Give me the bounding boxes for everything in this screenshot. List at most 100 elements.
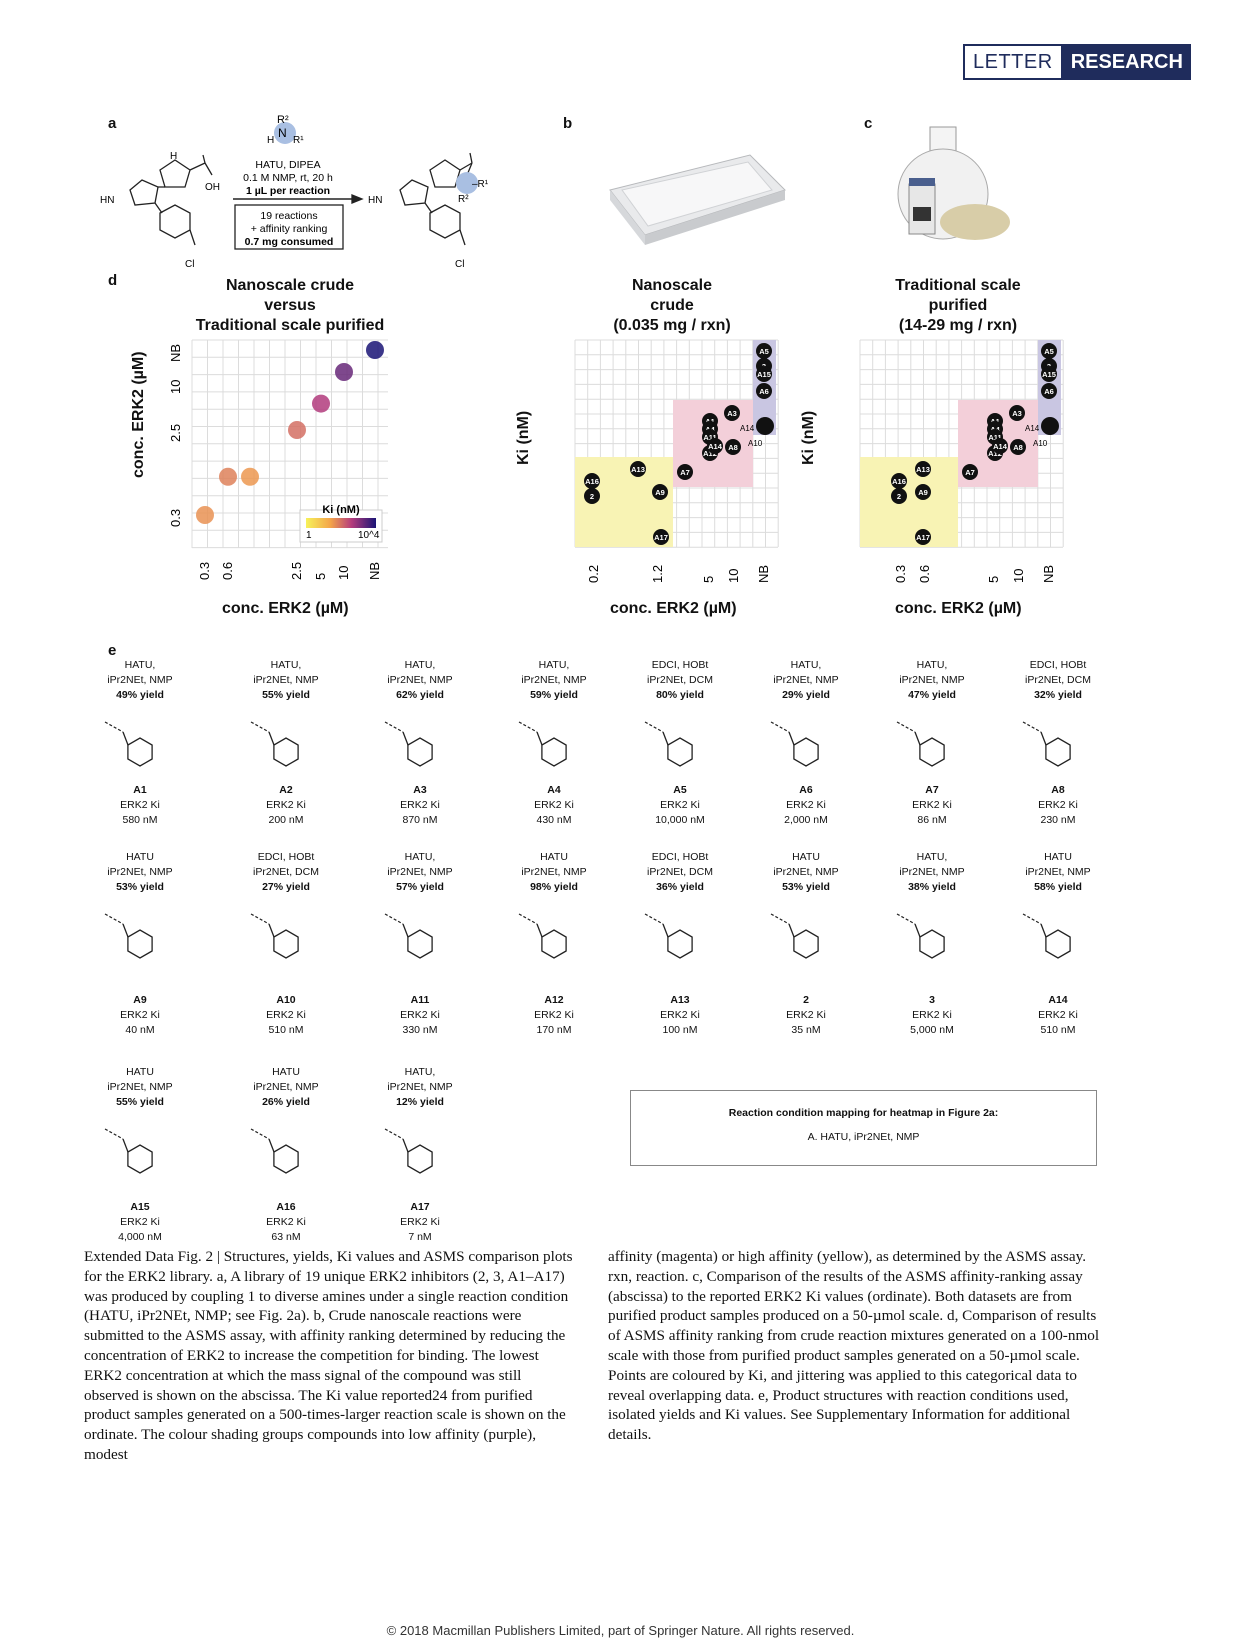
plot-b-ytick: 35 — [560, 491, 561, 505]
plot-b-point: A5 — [756, 343, 772, 359]
plot-c-ytick: 870 — [845, 402, 846, 424]
plot-b-point: A17 — [653, 529, 669, 545]
compound-conditions: HATU, iPr2NEt, NMP 62% yield — [387, 659, 453, 701]
svg-text:Cl: Cl — [455, 259, 464, 270]
compound-ki: A12 ERK2 Ki 170 nM — [534, 994, 574, 1036]
plot-c-point: A3 — [1009, 405, 1025, 421]
plot-d-xtick: 5 — [313, 573, 328, 580]
compound-conditions: EDCI, HOBt iPr2NEt, DCM 36% yield — [647, 851, 713, 893]
plot-d-ytick: NB — [168, 344, 183, 362]
plot-b-xtick: 0.2 — [586, 565, 601, 583]
plot-b: A53A15A6A3A1A4A11A12A14A8A13A7A162A9A17A… — [560, 339, 779, 583]
svg-text:A13: A13 — [631, 465, 645, 474]
plot-b-point: A15 — [756, 366, 772, 382]
compound-structure — [104, 913, 153, 959]
mapping-box: Reaction condition mapping for heatmap i… — [630, 1090, 1097, 1166]
svg-text:A11: A11 — [703, 433, 716, 442]
svg-text:A5: A5 — [1044, 347, 1054, 356]
box-line2: + affinity ranking — [251, 223, 328, 235]
plot-d-ylabel: conc. ERK2 (µM) — [130, 351, 147, 478]
plot-d-ytick: 10 — [168, 380, 183, 394]
compound-ki: A4 ERK2 Ki 430 nM — [534, 784, 574, 826]
compound-conditions: HATU iPr2NEt, NMP 98% yield — [521, 851, 587, 893]
panel-label-d: d — [108, 272, 118, 289]
plot-c-xtick: 0.6 — [917, 565, 932, 583]
plot-b-point: A7 — [677, 464, 693, 480]
plot-d-point — [219, 467, 237, 486]
copyright-footer: © 2018 Macmillan Publishers Limited, par… — [386, 1623, 855, 1638]
svg-text:A16: A16 — [585, 477, 599, 486]
compound-structure — [644, 913, 693, 959]
plot-d-xtick: 10 — [336, 566, 351, 580]
plot-b-xtick: 10 — [726, 569, 741, 583]
plot-b-point: A6 — [756, 383, 772, 399]
svg-text:A6: A6 — [759, 387, 769, 396]
letter-tag: LETTER — [963, 44, 1063, 80]
flask-illustration — [897, 126, 1010, 240]
plot-b-annot: A14 — [740, 424, 755, 433]
compound-conditions: HATU iPr2NEt, NMP 53% yield — [773, 851, 839, 893]
plot-title-c: Traditional scale purified (14-29 mg / rxn… — [895, 277, 1021, 334]
compound-conditions: HATU, iPr2NEt, NMP 47% yield — [899, 659, 965, 701]
compound-structure — [770, 721, 819, 767]
box-line1: 19 reactions — [260, 210, 317, 222]
compound-conditions: HATU iPr2NEt, NMP 26% yield — [253, 1066, 319, 1108]
plot-d-xtick: 0.3 — [197, 562, 212, 580]
svg-text:A7: A7 — [680, 468, 690, 477]
caption-left: Extended Data Fig. 2 | Structures, yield… — [84, 1248, 573, 1463]
research-tag: RESEARCH — [1062, 44, 1191, 80]
svg-text:Cl: Cl — [185, 259, 194, 270]
plot-c-annot: A10 — [1033, 439, 1048, 448]
mapping-title: Reaction condition mapping for heatmap i… — [728, 1107, 999, 1119]
plot-b-point: A14 — [707, 438, 723, 454]
svg-text:A6: A6 — [1044, 387, 1054, 396]
box-line3: 0.7 mg consumed — [245, 236, 334, 248]
compound-structure — [384, 1128, 433, 1174]
svg-text:A8: A8 — [728, 443, 738, 452]
compound-ki: 3 ERK2 Ki 5,000 nM — [910, 994, 954, 1036]
plot-c-ytick: 5000 — [845, 353, 846, 382]
svg-text:A14: A14 — [993, 442, 1008, 451]
compound-structure — [518, 721, 567, 767]
reagent-top: HATU, DIPEA — [255, 159, 320, 171]
plot-c-point: A5 — [1041, 343, 1057, 359]
panel-label-b: b — [563, 115, 573, 132]
svg-text:N: N — [278, 126, 287, 140]
compound-ki: A1 ERK2 Ki 580 nM — [120, 784, 160, 826]
plot-c-point: A17 — [915, 529, 931, 545]
caption-right: affinity (magenta) or high affinity (yel… — [608, 1248, 1100, 1444]
panel-label-e: e — [108, 642, 117, 659]
plot-b-point: A16 — [584, 473, 600, 489]
plot-d-ytick: 0.3 — [168, 509, 183, 527]
svg-text:A3: A3 — [1012, 409, 1022, 418]
plot-c-point: A13 — [915, 461, 931, 477]
compound-conditions: HATU iPr2NEt, NMP 58% yield — [1025, 851, 1091, 893]
plot-b-annot: A10 — [748, 439, 763, 448]
plot-b-xtick: 5 — [701, 576, 716, 583]
compound-conditions: HATU, iPr2NEt, NMP 57% yield — [387, 851, 453, 893]
plot-b-point: A9 — [652, 484, 668, 500]
microplate-illustration — [609, 154, 786, 245]
svg-text:A12: A12 — [703, 449, 717, 458]
plot-c-annot: A14 — [1025, 424, 1040, 433]
plot-b-point: A13 — [630, 461, 646, 477]
compound-structure — [770, 913, 819, 959]
compound-ki: A13 ERK2 Ki 100 nM — [660, 994, 700, 1036]
plot-b-ytick: 7 — [560, 539, 561, 546]
svg-text:–R¹: –R¹ — [472, 179, 489, 190]
compound-conditions: HATU, iPr2NEt, NMP 12% yield — [387, 1066, 453, 1108]
panel-label-a: a — [108, 115, 117, 132]
plot-c-xtick: NB — [1041, 565, 1056, 583]
plot-c-point: A15 — [1041, 366, 1057, 382]
svg-text:HN: HN — [100, 195, 114, 206]
svg-text:OH: OH — [205, 182, 220, 193]
plot-b-point — [756, 417, 774, 435]
svg-text:A9: A9 — [655, 488, 665, 497]
plot-b-ytick: 170 — [560, 444, 561, 466]
compound-structure — [250, 721, 299, 767]
plot-c-point — [1041, 417, 1059, 435]
svg-text:A3: A3 — [727, 409, 737, 418]
svg-text:2: 2 — [897, 492, 901, 501]
plot-c-point: A8 — [1010, 439, 1026, 455]
compound-ki: A15 ERK2 Ki 4,000 nM — [118, 1201, 162, 1243]
